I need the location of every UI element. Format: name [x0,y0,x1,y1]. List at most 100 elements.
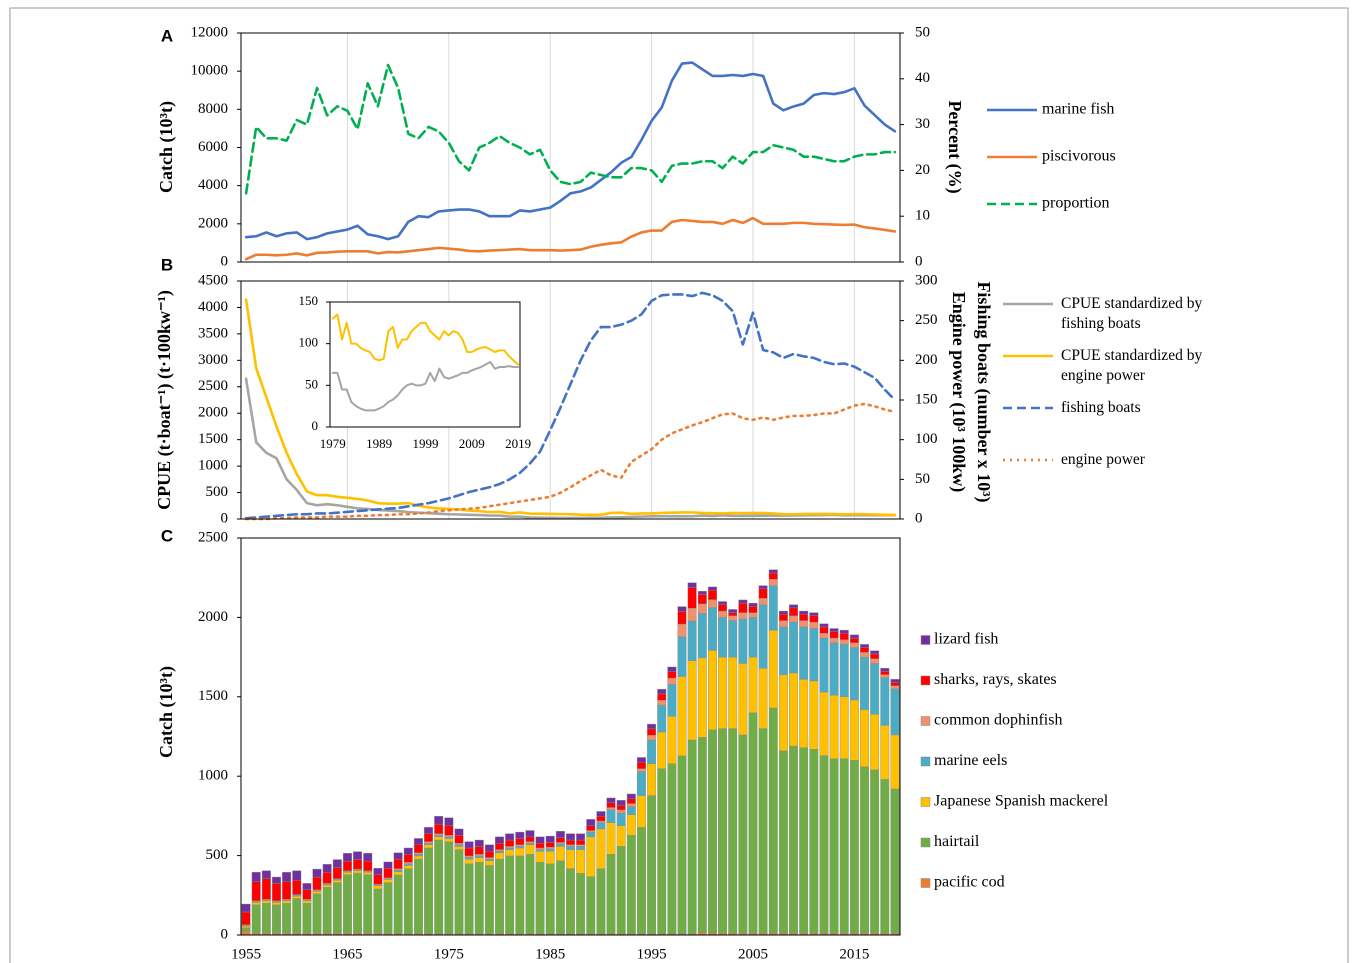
y-tick-label: 2000 [198,609,228,625]
bar-segment [576,846,586,850]
bar-segment [444,835,454,838]
bar-segment [890,685,900,690]
bar-segment [434,835,444,838]
bar-segment [566,846,575,850]
bar-segment [495,858,504,934]
y2-axis-title: Fishing boats (number x 10³) [973,281,994,502]
bar-segment [789,621,799,674]
legend-swatch [920,878,931,888]
bar-segment [505,833,515,841]
bar-segment [403,847,413,855]
bar-segment [657,768,667,934]
bar-segment [809,621,819,629]
bar-segment [677,606,687,612]
bar-segment [768,585,778,631]
bar-segment [677,611,687,625]
bar-segment [819,623,829,628]
bar-segment [434,816,444,825]
bar-segment [312,876,322,890]
bar-segment [738,663,748,736]
legend-label: common dophinfish [934,712,1062,729]
legend-label: fishing boats [1061,399,1141,416]
panel-label: B [161,255,173,274]
bar-segment [373,874,383,885]
bar-segment [758,588,768,599]
bar-segment [697,603,707,614]
bar-segment [555,843,565,847]
bar-segment [637,768,646,772]
bar-segment [403,863,413,866]
y-tick-label: 2500 [198,529,228,545]
bar-segment [748,617,758,658]
bar-segment [890,788,900,934]
bar-segment [312,891,322,894]
bar-segment [272,876,281,884]
legend-label: proportion [1042,195,1110,212]
bar-segment [819,755,829,934]
bar-segment [778,614,788,621]
y-axis-title: Catch (10³t) [156,666,177,758]
bar-segment [606,807,616,811]
bar-segment [424,844,434,849]
y-tick-label: 0 [221,510,229,526]
bar-segment [687,620,697,661]
bar-segment [738,618,748,664]
bar-segment [373,885,383,890]
bar-segment [505,839,515,847]
bar-segment [474,854,484,857]
bar-segment [819,626,829,634]
bar-segment [403,854,413,863]
bar-segment [393,871,403,876]
bar-segment [616,825,626,847]
bar-segment [403,865,413,869]
y-tick-label: 500 [206,847,229,863]
plot-area [241,33,900,262]
bar-segment [718,617,728,658]
bar-segment [626,798,636,804]
plot-frame [240,537,901,936]
bar-segment [728,615,738,621]
y-tick-label: 4000 [198,177,228,193]
y2-axis-title: Engine power (10³ 100kw) [948,292,969,493]
bar-segment [332,882,342,934]
bar-segment [272,902,281,906]
bar-segment [697,737,707,933]
bar-segment [393,874,403,934]
y2-tick-label: 50 [915,471,930,487]
bar-segment [657,704,667,733]
bar-segment [241,926,251,929]
bar-segment [657,688,667,695]
bar-segment [403,868,413,934]
bar-segment [637,827,646,934]
bar-segment [829,758,839,934]
bar-segment [363,860,373,871]
bar-segment [484,858,494,861]
y-tick-label: 4500 [198,272,228,288]
legend-label: Japanese Spanish mackerel [934,793,1109,810]
bar-segment [555,842,565,845]
bar-segment [596,828,606,869]
bar-segment [444,838,454,842]
bar-segment [707,589,717,600]
bar-segment [515,844,525,847]
bar-segment [586,830,596,833]
bar-segment [728,620,738,658]
bar-segment [454,843,464,846]
bar-segment [302,903,312,934]
bar-segment [505,847,515,850]
bar-segment [799,747,809,934]
bar-segment [880,677,890,726]
y2-tick-label: 0 [915,510,923,526]
bar-segment [606,809,616,823]
bar-segment [495,850,504,853]
bar-segment [566,849,575,869]
bar-segment [292,898,302,934]
bar-segment [880,668,890,672]
bar-segment [849,760,859,934]
x-tick-label: 1989 [366,436,392,451]
y-tick-label: 12000 [191,24,229,40]
bar-segment [282,881,292,900]
bar-segment [545,863,555,934]
bar-segment [261,878,271,900]
